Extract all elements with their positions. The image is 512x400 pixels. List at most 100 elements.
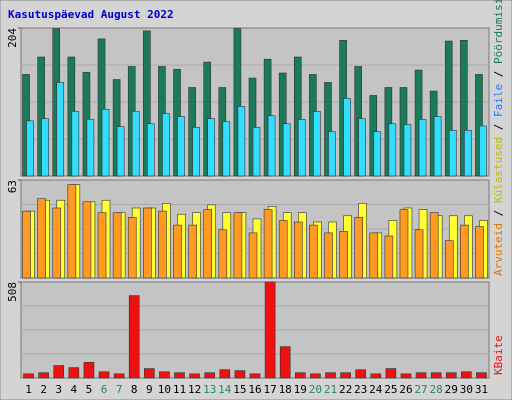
x-tick-label: 10: [158, 383, 171, 396]
bar: [370, 373, 382, 379]
bar: [207, 118, 216, 177]
bar: [177, 116, 185, 177]
bar: [461, 371, 472, 379]
bar: [464, 129, 472, 177]
bar: [293, 221, 303, 279]
bar: [444, 240, 454, 279]
x-tick-label: 22: [339, 383, 352, 396]
bar: [339, 231, 348, 279]
bar: [159, 371, 170, 379]
x-tick-label: 23: [354, 383, 367, 396]
x-tick-label: 29: [445, 383, 458, 396]
bar: [415, 372, 427, 379]
bar: [355, 369, 366, 379]
bar: [38, 372, 49, 379]
bar: [448, 129, 457, 177]
bar: [162, 113, 170, 177]
x-tick-label: 17: [263, 383, 276, 396]
bar: [101, 108, 110, 177]
bar: [56, 82, 65, 177]
legend-separator: /: [492, 64, 505, 84]
legend-entry: Külastused: [492, 137, 505, 203]
bar: [218, 229, 228, 279]
bar: [234, 370, 246, 379]
bar: [340, 372, 351, 379]
bar: [22, 210, 31, 279]
legend: Arvuteid / Külastused / Faile / Pöördumi…: [492, 0, 505, 276]
bar: [189, 373, 200, 379]
bar: [282, 123, 291, 177]
bar: [23, 373, 34, 379]
y-tick-label: 63: [6, 180, 19, 193]
bar: [324, 82, 332, 177]
x-tick-label: 2: [40, 383, 47, 396]
x-tick-label: 31: [475, 383, 488, 396]
bar: [237, 106, 246, 177]
bar: [71, 111, 80, 177]
bar: [41, 118, 49, 177]
bar: [128, 295, 140, 379]
legend-separator: /: [492, 117, 505, 137]
x-tick-label: 6: [101, 383, 108, 396]
legend-entry: Pöördumisi: [492, 0, 505, 64]
bar: [53, 365, 65, 379]
bar: [399, 209, 409, 279]
x-tick-label: 8: [131, 383, 138, 396]
x-tick-label: 30: [460, 383, 473, 396]
bar: [147, 123, 155, 177]
y-tick-label: 204: [6, 28, 19, 48]
bar: [83, 362, 95, 379]
bar: [293, 56, 302, 177]
bar: [429, 212, 439, 279]
x-tick-label: 16: [248, 383, 261, 396]
x-tick-label: 24: [369, 383, 383, 396]
bar: [267, 115, 276, 177]
x-tick-label: 19: [294, 383, 307, 396]
x-tick-label: 4: [71, 383, 78, 396]
x-tick-label: 5: [86, 383, 93, 396]
bar: [313, 111, 321, 177]
bar: [248, 77, 257, 177]
bar: [86, 119, 95, 177]
bar: [113, 373, 125, 379]
x-tick-label: 14: [218, 383, 232, 396]
bar: [475, 74, 483, 177]
bar: [388, 123, 397, 177]
x-tick-label: 15: [233, 383, 246, 396]
x-tick-label: 13: [203, 383, 216, 396]
bar: [414, 229, 424, 279]
bar: [68, 367, 80, 379]
legend-entry: KBaite: [492, 335, 505, 375]
x-tick-label: 26: [399, 383, 412, 396]
x-tick-label: 7: [116, 383, 123, 396]
legend-separator: /: [492, 203, 505, 223]
bar: [173, 224, 182, 279]
y-tick-label: 508: [6, 282, 19, 302]
legend-entry: Arvuteid: [492, 223, 505, 276]
bar: [476, 372, 487, 379]
x-tick-label: 12: [188, 383, 201, 396]
bar: [343, 98, 351, 177]
bar: [188, 224, 197, 279]
x-tick-label: 1: [25, 383, 32, 396]
bar: [82, 201, 92, 279]
bar: [97, 38, 106, 177]
x-tick-label: 9: [146, 383, 153, 396]
bar: [127, 217, 137, 279]
bar: [249, 373, 261, 379]
x-tick-label: 21: [324, 383, 337, 396]
bar: [143, 207, 152, 279]
bar: [325, 372, 336, 379]
bar: [37, 198, 46, 279]
bar: [263, 209, 273, 279]
bar: [445, 372, 457, 379]
bar: [192, 127, 200, 177]
bar: [430, 372, 442, 379]
bar: [460, 224, 469, 279]
bar: [222, 121, 231, 177]
bar: [444, 40, 453, 177]
bar: [328, 131, 336, 177]
bar: [131, 111, 140, 177]
